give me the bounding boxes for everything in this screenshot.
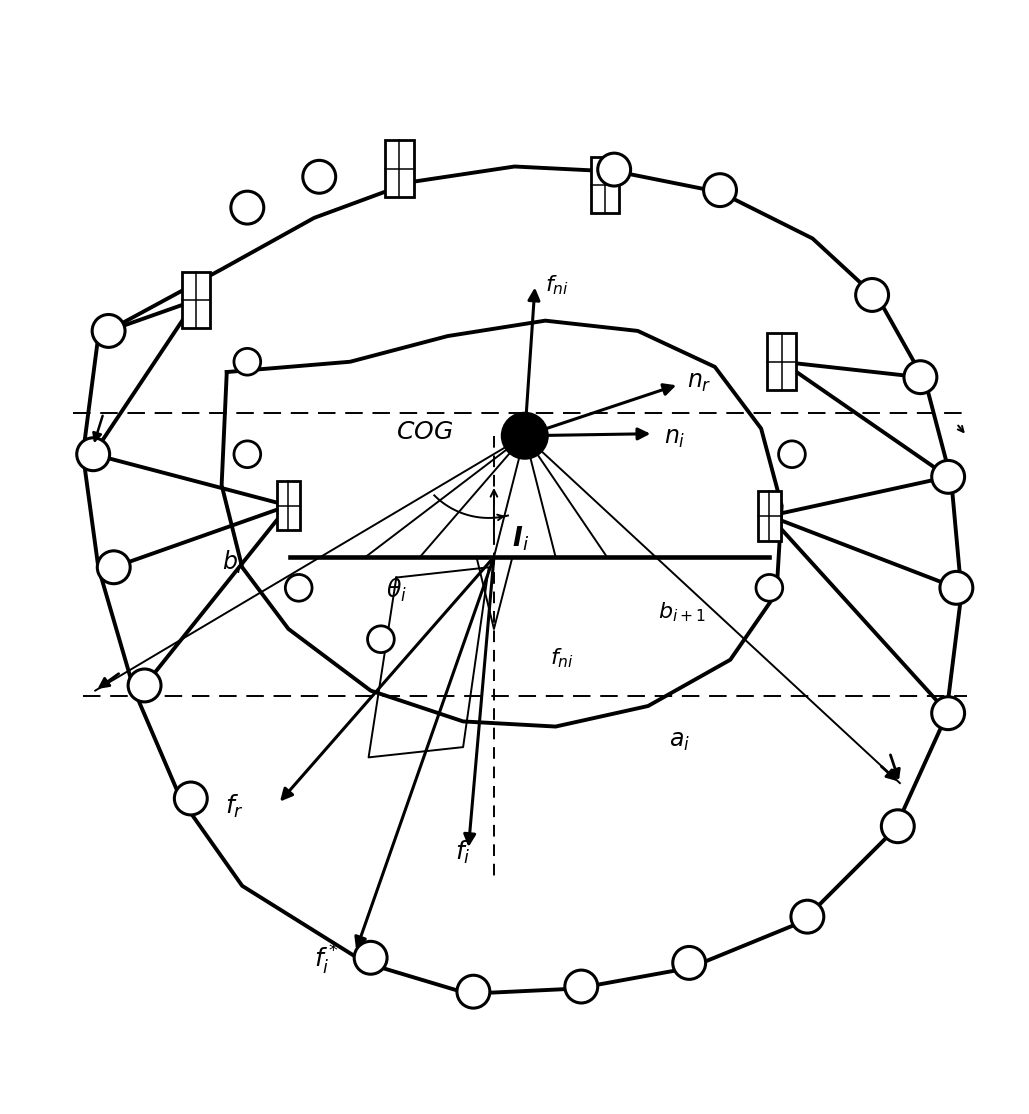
Circle shape <box>77 438 110 471</box>
Text: $f_{ni}$: $f_{ni}$ <box>545 274 569 297</box>
Text: $f_i^*$: $f_i^*$ <box>314 944 339 977</box>
Circle shape <box>230 192 263 224</box>
Circle shape <box>129 670 161 702</box>
Circle shape <box>234 441 260 468</box>
Circle shape <box>882 810 914 842</box>
Bar <box>181 272 210 329</box>
Circle shape <box>502 413 547 458</box>
Bar <box>768 333 796 390</box>
Circle shape <box>303 160 335 193</box>
Circle shape <box>791 900 824 934</box>
Text: $f_i$: $f_i$ <box>455 839 470 867</box>
Circle shape <box>354 941 387 975</box>
Text: $a_i$: $a_i$ <box>669 730 689 753</box>
Circle shape <box>234 349 260 375</box>
Circle shape <box>704 174 737 206</box>
Circle shape <box>756 575 783 602</box>
Circle shape <box>565 970 598 1003</box>
Circle shape <box>285 575 312 602</box>
Text: $f_{ni}$: $f_{ni}$ <box>551 647 574 671</box>
Circle shape <box>779 441 806 468</box>
Circle shape <box>931 696 964 730</box>
Bar <box>591 157 619 213</box>
Text: $b_i$: $b_i$ <box>221 548 243 576</box>
Text: $b_{i+1}$: $b_{i+1}$ <box>659 600 706 624</box>
Circle shape <box>367 626 394 653</box>
Bar <box>277 481 299 530</box>
Text: $n_i$: $n_i$ <box>664 427 685 450</box>
Circle shape <box>98 550 131 584</box>
Circle shape <box>598 153 631 186</box>
Text: $\boldsymbol{I}_i$: $\boldsymbol{I}_i$ <box>512 525 530 554</box>
Text: $\theta_i$: $\theta_i$ <box>386 577 407 604</box>
Circle shape <box>673 947 706 979</box>
Circle shape <box>939 571 972 604</box>
Circle shape <box>457 975 490 1008</box>
Circle shape <box>856 278 889 312</box>
Text: $COG$: $COG$ <box>396 420 454 443</box>
Bar <box>758 491 781 540</box>
Circle shape <box>903 361 936 393</box>
Circle shape <box>931 460 964 494</box>
Text: $f_r$: $f_r$ <box>224 793 244 820</box>
Text: $n_r$: $n_r$ <box>687 370 712 393</box>
Circle shape <box>93 314 126 348</box>
Bar <box>385 140 414 197</box>
Circle shape <box>174 782 207 815</box>
